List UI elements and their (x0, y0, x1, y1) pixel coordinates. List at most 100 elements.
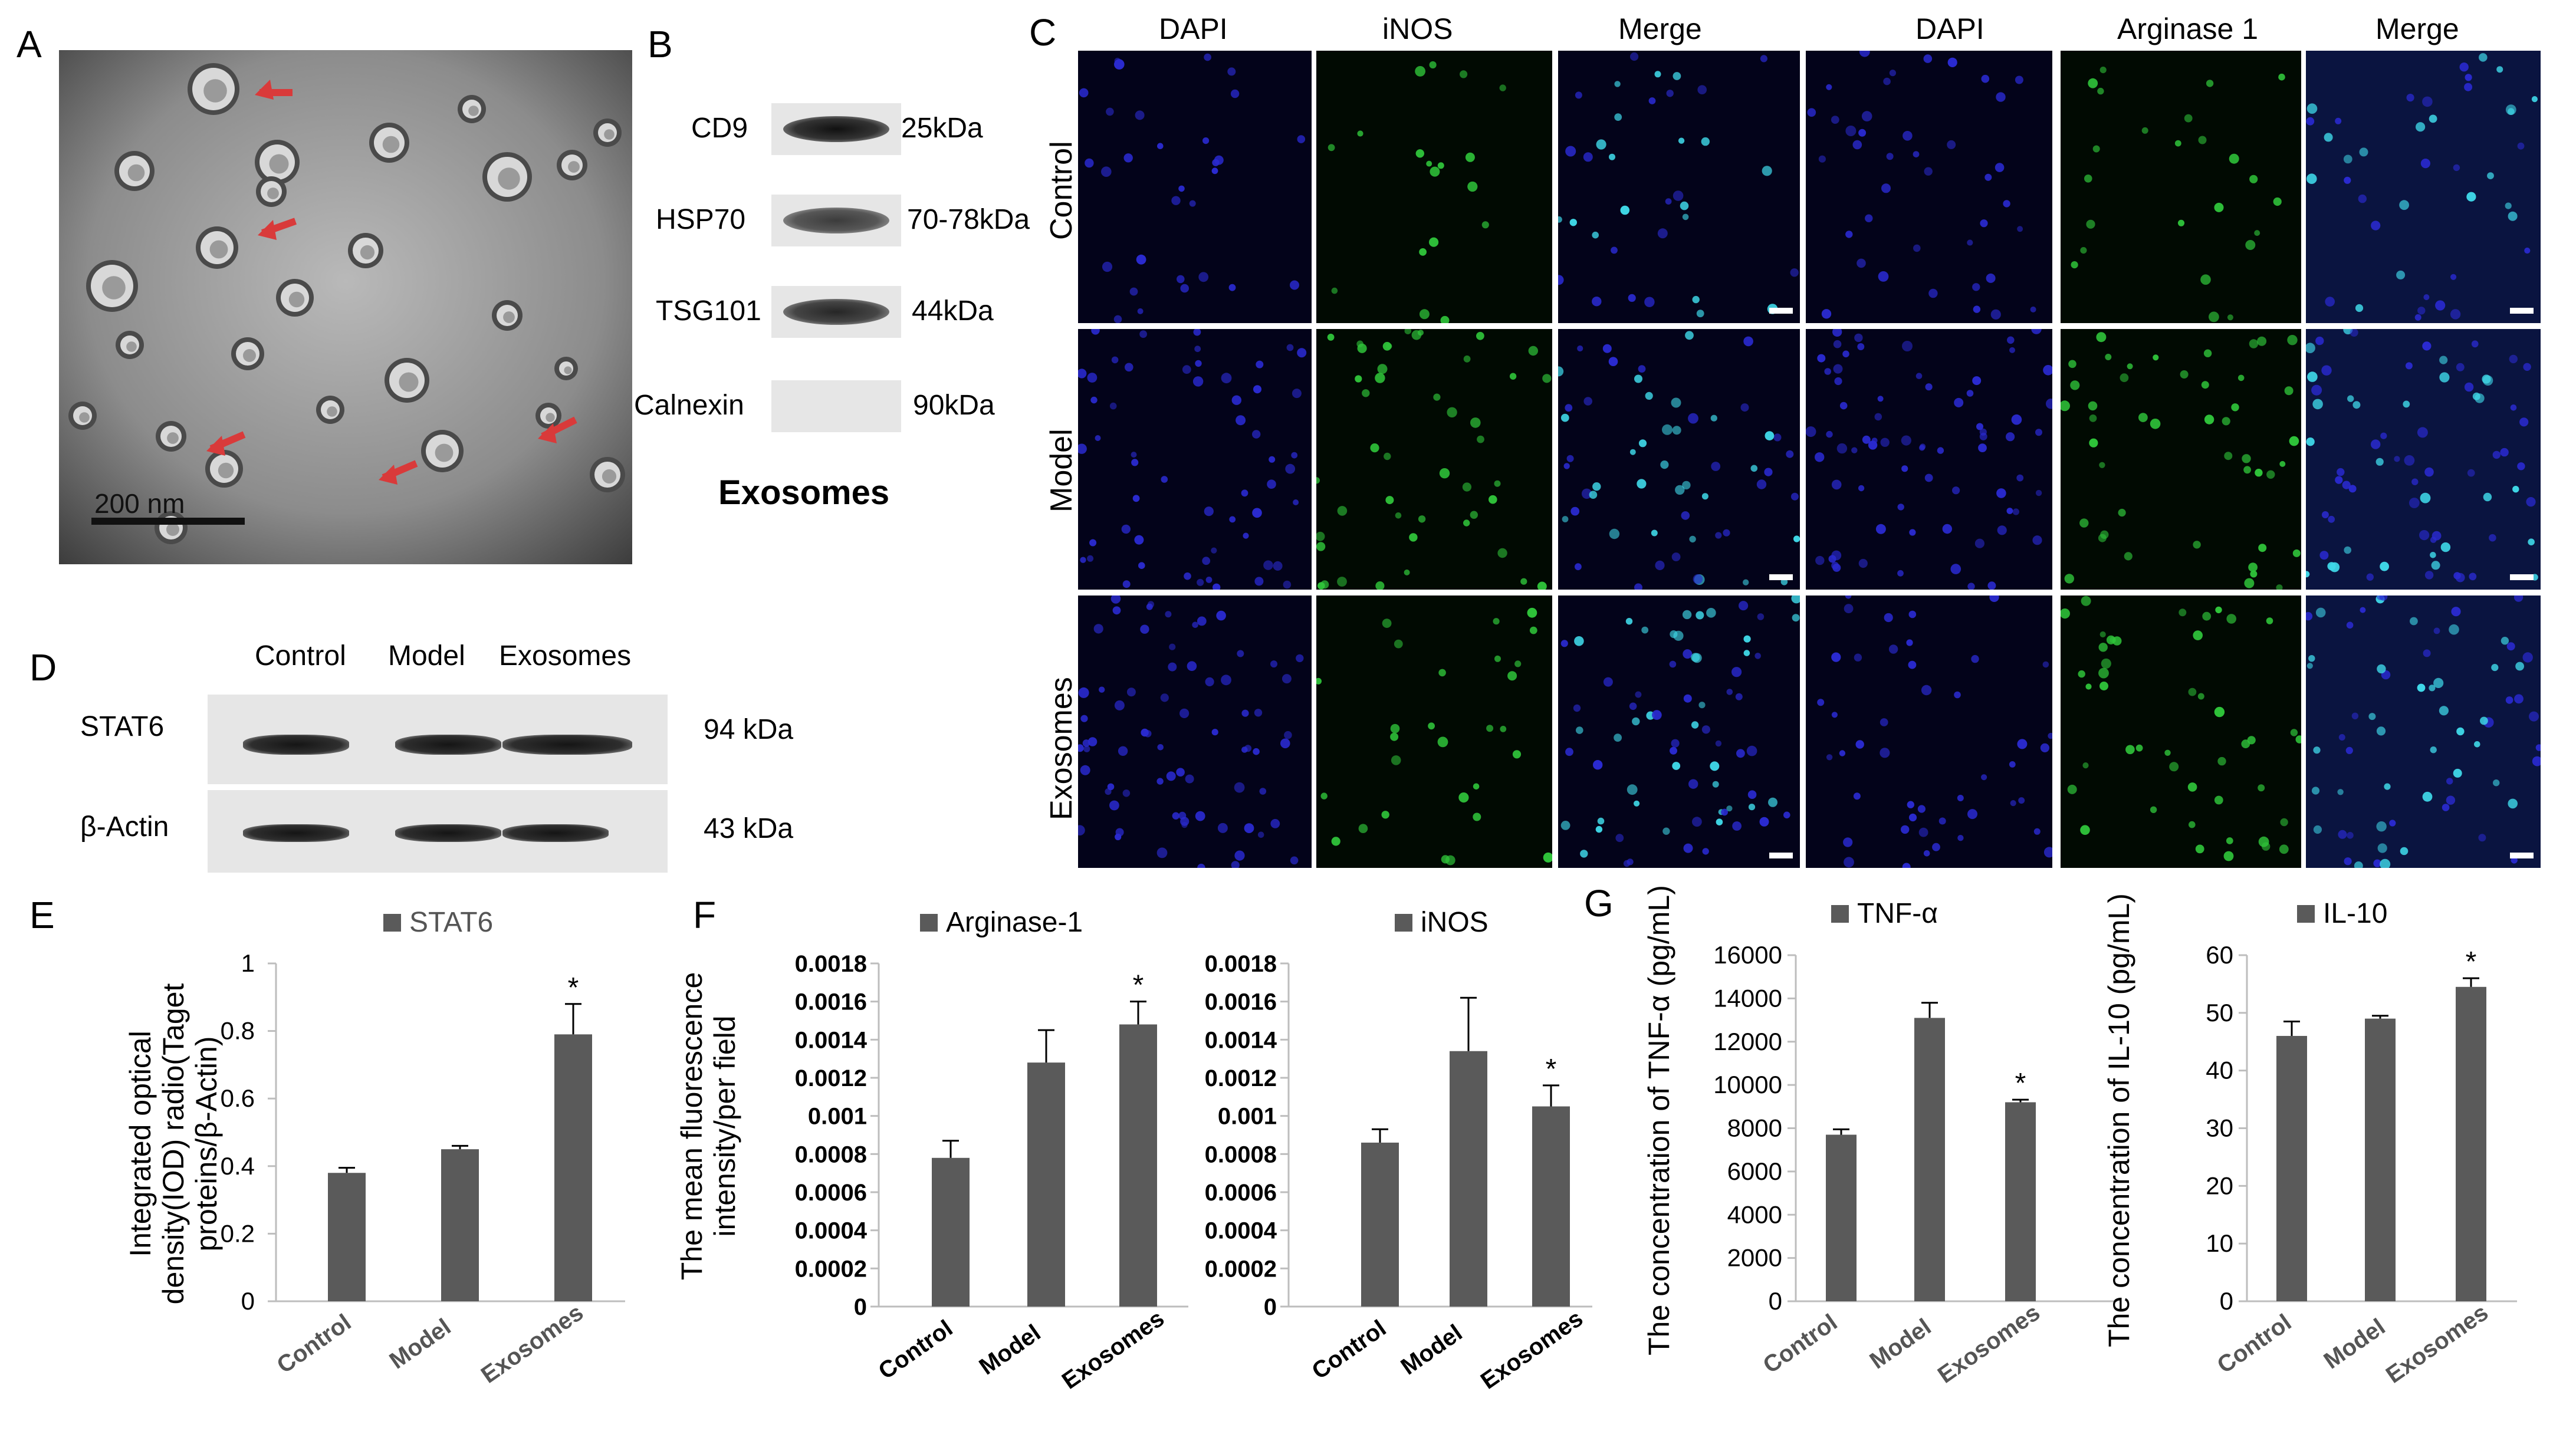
cell-nucleus (2203, 349, 2212, 357)
cell-nucleus (1337, 577, 1347, 587)
cell-nucleus (1165, 611, 1172, 618)
blot-b-size: 44kDa (912, 295, 994, 327)
y-axis-label: The concentration of TNF-α (pg/mL) (1642, 885, 1675, 1356)
cell-nucleus (2064, 574, 2074, 584)
cell-nucleus (1419, 248, 1427, 256)
significance-star: * (1133, 970, 1144, 1001)
cell-nucleus (2257, 336, 2267, 346)
bar-model (441, 1149, 479, 1301)
cell-nucleus (1211, 167, 1218, 175)
cell-nucleus (1087, 737, 1098, 746)
x-category-label: Exosomes (477, 1299, 588, 1389)
cell-nucleus (1710, 761, 1720, 771)
cell-nucleus (2031, 329, 2042, 334)
micrograph-green (1316, 51, 1552, 323)
cell-nucleus (1244, 745, 1252, 752)
cell-nucleus (1418, 515, 1426, 523)
cell-nucleus (1169, 643, 1176, 650)
cell-nucleus (1157, 143, 1164, 149)
cell-nucleus (1573, 704, 1581, 712)
cell-nucleus (1688, 413, 1698, 424)
micrograph-background (1806, 596, 2052, 868)
cell-nucleus (2404, 455, 2415, 466)
cell-nucleus (1095, 435, 1101, 441)
cell-nucleus (1638, 439, 1647, 448)
vesicle-core (360, 245, 375, 260)
cell-nucleus (1698, 702, 1706, 709)
cell-nucleus (1692, 295, 1700, 304)
cell-nucleus (1979, 428, 1987, 436)
cell-nucleus (2416, 122, 2426, 132)
cell-nucleus (2085, 683, 2092, 690)
panel-b-caption: Exosomes (718, 473, 890, 512)
cell-nucleus (1817, 699, 1825, 706)
cell-nucleus (1743, 650, 1750, 656)
cell-nucleus (2344, 546, 2351, 554)
cell-nucleus (1132, 495, 1140, 502)
cell-nucleus (1919, 445, 1925, 451)
cell-nucleus (1317, 582, 1325, 590)
y-tick-label: 2000 (1727, 1244, 1782, 1272)
cell-nucleus (1865, 214, 1873, 222)
cell-nucleus (1833, 364, 1843, 374)
cell-nucleus (1630, 52, 1639, 61)
micrograph-green (2061, 329, 2301, 590)
cell-nucleus (1252, 508, 1262, 518)
cell-nucleus (1316, 531, 1325, 541)
cell-nucleus (2429, 114, 2437, 123)
cell-nucleus (1111, 356, 1119, 364)
cell-nucleus (1243, 532, 1249, 539)
cell-nucleus (1357, 130, 1363, 137)
cell-nucleus (1331, 837, 1340, 846)
cell-nucleus (2237, 374, 2245, 381)
cell-nucleus (1696, 310, 1704, 318)
cell-nucleus (2279, 460, 2286, 467)
y-tick-label: 10000 (1713, 1071, 1782, 1098)
cell-nucleus (2430, 746, 2437, 754)
cell-nucleus (1390, 723, 1400, 733)
cell-nucleus (1918, 827, 1928, 837)
cell-nucleus (2193, 630, 2203, 640)
x-category-label: Exosomes (1057, 1305, 1169, 1394)
cell-nucleus (2011, 414, 2022, 425)
cell-nucleus (1726, 805, 1733, 812)
y-tick-label: 0.0014 (795, 1027, 868, 1053)
cell-nucleus (1683, 649, 1693, 659)
micrograph-background (2306, 51, 2541, 323)
cell-nucleus (1187, 661, 1197, 671)
cell-nucleus (1790, 492, 1799, 501)
micrograph-background (1806, 51, 2052, 323)
cell-nucleus (1967, 583, 1975, 590)
cell-nucleus (1923, 54, 1933, 63)
cell-nucleus (1415, 149, 1424, 158)
cell-nucleus (2217, 756, 2226, 766)
cell-nucleus (2098, 534, 2107, 542)
cell-nucleus (2414, 314, 2421, 321)
bar-exosomes (2456, 986, 2486, 1301)
cell-nucleus (1404, 569, 1410, 575)
chart-G1: 0 2000 4000 6000 8000 10000 12000 14000 16000 Con… (1642, 885, 2117, 1389)
cell-nucleus (1854, 653, 1862, 662)
cell-nucleus (1692, 817, 1702, 827)
cell-nucleus (1786, 450, 1794, 458)
cell-nucleus (1662, 827, 1670, 835)
legend-swatch (383, 914, 401, 932)
cell-nucleus (1726, 689, 1733, 695)
cell-nucleus (1845, 231, 1853, 238)
cell-nucleus (2424, 571, 2434, 580)
cell-nucleus (1357, 343, 1367, 353)
cell-nucleus (1234, 782, 1245, 793)
grid-column-header: DAPI (1159, 12, 1228, 45)
cell-nucleus (1889, 70, 1896, 77)
cell-nucleus (2079, 518, 2089, 528)
cell-nucleus (2061, 400, 2070, 412)
blot-d-size: 94 kDa (704, 714, 794, 745)
cell-nucleus (2360, 607, 2366, 613)
x-category-label: Control (2213, 1310, 2296, 1379)
legend-label: STAT6 (409, 907, 493, 938)
cell-nucleus (2227, 314, 2233, 321)
grid-column-header: Merge (1618, 12, 1702, 45)
y-tick-label: 0.0012 (795, 1065, 867, 1091)
cell-nucleus (2071, 261, 2078, 269)
